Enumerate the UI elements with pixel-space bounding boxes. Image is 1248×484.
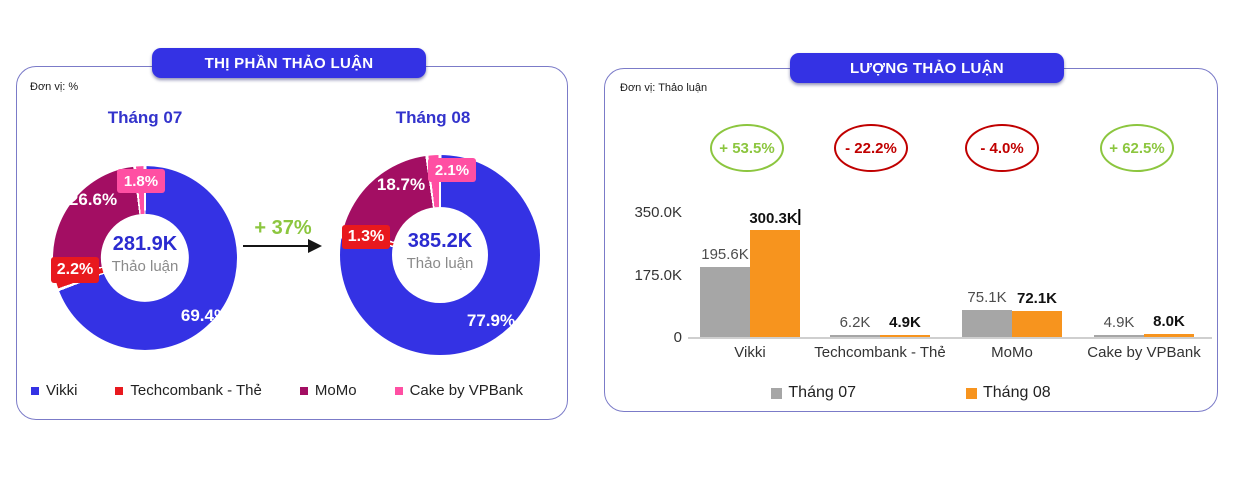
legend-label: Tháng 08	[983, 384, 1051, 401]
donut-07-cake-label: 1.8%	[117, 169, 165, 193]
legend-item: Techcombank - Thẻ	[115, 382, 262, 399]
legend-swatch-icon	[115, 386, 124, 395]
legend-item: Tháng 07	[771, 384, 856, 402]
bar-2-1	[1012, 311, 1062, 337]
growth-badge: + 53.5%	[710, 124, 784, 172]
donut-08-cake-label: 2.1%	[428, 158, 476, 182]
legend-swatch-icon	[31, 386, 39, 395]
bar-value-label: 195.6K	[701, 246, 749, 264]
growth-badge: - 22.2%	[834, 124, 908, 172]
legend-label: Techcombank - Thẻ	[130, 382, 262, 399]
y-axis-tick-label: 350.0K	[634, 204, 682, 221]
text-cursor	[798, 208, 801, 225]
right-arrow-line	[243, 245, 310, 247]
legend-swatch-icon	[394, 386, 403, 395]
bar-1-1	[880, 335, 930, 337]
market-share-unit-label: Đơn vị: %	[30, 81, 79, 93]
donut-08-total: 385.2K	[407, 230, 473, 252]
bar-0-1	[750, 229, 800, 337]
legend-label: Cake by VPBank	[409, 382, 523, 399]
legend-item: MoMo	[299, 382, 357, 399]
legend-item: Vikki	[31, 382, 77, 399]
bar-value-label: 8.0K	[1153, 313, 1185, 331]
month-over-month-change: + 37%	[254, 217, 312, 239]
donut-hole	[392, 207, 488, 303]
donut-08-momo-label: 18.7%	[376, 175, 426, 194]
month-07-heading: Tháng 07	[107, 108, 183, 127]
month-08-heading: Tháng 08	[395, 108, 471, 127]
bar-2-0	[962, 310, 1012, 337]
volume-chart-legend: Tháng 07 Tháng 08	[604, 384, 1218, 402]
donut-08-techcombank-label: 1.3%	[342, 225, 390, 249]
bar-3-1	[1144, 334, 1194, 337]
donut-07-vikki-label: 69.4%	[180, 306, 230, 325]
category-label: Cake by VPBank	[1087, 344, 1201, 361]
donut-hole	[100, 213, 190, 303]
bar-3-0	[1094, 335, 1144, 337]
category-label: MoMo	[991, 344, 1033, 361]
discussion-volume-panel-title: LƯỢNG THẢO LUẬN	[790, 53, 1064, 83]
donut-08-total-unit: Thảo luận	[406, 255, 474, 272]
bar-value-label: 72.1K	[1016, 290, 1058, 308]
donut-08-vikki-label: 77.9%	[466, 311, 516, 330]
discussion-volume-unit-label: Đơn vị: Thảo luận	[620, 82, 708, 94]
donut-07-techcombank-label: 2.2%	[51, 257, 99, 283]
donut-07-total: 281.9K	[112, 233, 178, 255]
y-axis-tick-label: 0	[673, 329, 682, 346]
legend-swatch-icon	[771, 387, 783, 399]
x-axis-baseline	[688, 337, 1212, 339]
bar-1-0	[830, 334, 880, 337]
donut-07-center: 281.9K Thảo luận	[90, 233, 200, 275]
donut-08-center: 385.2K Thảo luận	[385, 230, 495, 272]
y-axis-tick-label: 175.0K	[634, 267, 682, 284]
discussion-volume-panel	[604, 68, 1218, 412]
market-share-panel-title: THỊ PHẦN THẢO LUẬN	[152, 48, 426, 78]
market-share-legend: Vikki Techcombank - Thẻ MoMo Cake by VPBank	[31, 382, 523, 399]
donut-07-momo-label: 26.6%	[68, 190, 118, 209]
bar-value-label: 300.3K	[749, 208, 801, 227]
bar-value-label: 4.9K	[889, 314, 921, 331]
category-label: Techcombank - Thẻ	[814, 344, 946, 361]
legend-item: Cake by VPBank	[394, 382, 523, 399]
legend-label: Vikki	[46, 382, 78, 399]
legend-item: Tháng 08	[966, 384, 1051, 402]
bar-value-label: 6.2K	[839, 313, 871, 331]
donut-07-total-unit: Thảo luận	[111, 258, 179, 275]
right-arrow-icon	[308, 239, 322, 253]
legend-swatch-icon	[966, 387, 977, 399]
growth-badge: + 62.5%	[1100, 124, 1174, 172]
bar-value-label: 4.9K	[1103, 314, 1135, 331]
legend-swatch-icon	[299, 386, 308, 395]
growth-badge: - 4.0%	[965, 124, 1039, 172]
category-label: Vikki	[734, 344, 766, 361]
legend-label: MoMo	[314, 382, 357, 399]
legend-label: Tháng 07	[788, 384, 856, 401]
bar-value-label: 75.1K	[967, 289, 1007, 307]
bar-0-0	[700, 267, 750, 337]
donut-chart-thang-08	[340, 155, 540, 355]
